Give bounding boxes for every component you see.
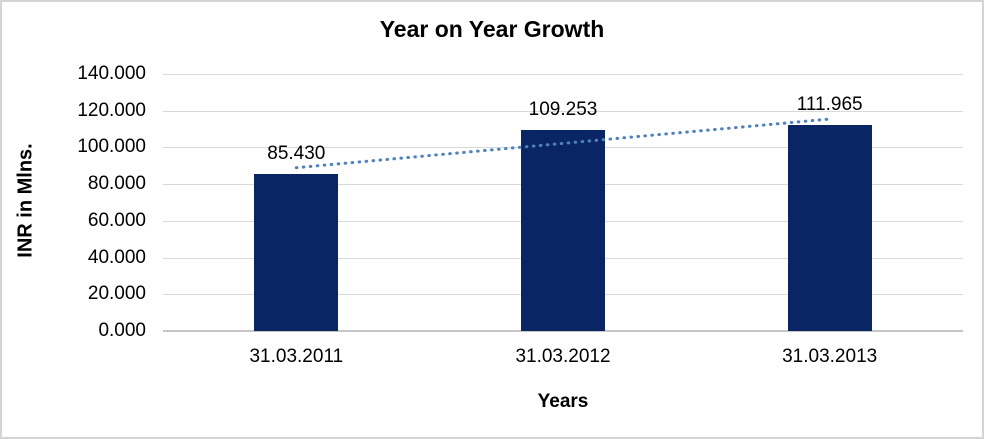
y-tick-label: 20.000	[87, 283, 146, 305]
chart-title: Year on Year Growth	[379, 16, 605, 42]
y-tick-label: 60.000	[87, 209, 146, 231]
x-tick-label: 31.03.2012	[515, 346, 611, 367]
bar-31.03.2012	[521, 130, 605, 331]
x-axis-tick-labels: 31.03.2011 31.03.2012 31.03.2013	[163, 346, 963, 370]
x-tick-label: 31.03.2011	[249, 346, 344, 367]
y-tick-label: 40.000	[87, 246, 146, 268]
bar-value-label: 109.253	[528, 99, 598, 121]
gridline	[163, 74, 963, 75]
bar-31.03.2011	[254, 174, 339, 331]
bar-value-label: 85.430	[267, 143, 326, 165]
bar-31.03.2013	[787, 125, 872, 331]
y-tick-label: 100.000	[77, 136, 146, 158]
bar-value-label: 111.965	[796, 94, 863, 116]
y-tick-label: 140.000	[77, 63, 146, 84]
gridline	[163, 110, 963, 112]
x-axis-title: Years	[537, 391, 589, 412]
y-tick-label: 120.000	[77, 99, 146, 121]
x-tick-label: 31.03.2013	[782, 346, 878, 367]
y-tick-label: 0.000	[98, 320, 146, 341]
y-tick-label: 80.000	[87, 173, 146, 195]
x-axis-line	[163, 330, 963, 332]
y-axis-tick-labels: 140.000 120.000 100.000 80.000 60.000 40.000 2…	[32, 63, 146, 341]
plot-area: 85.430 109.253 111.965	[163, 74, 963, 332]
